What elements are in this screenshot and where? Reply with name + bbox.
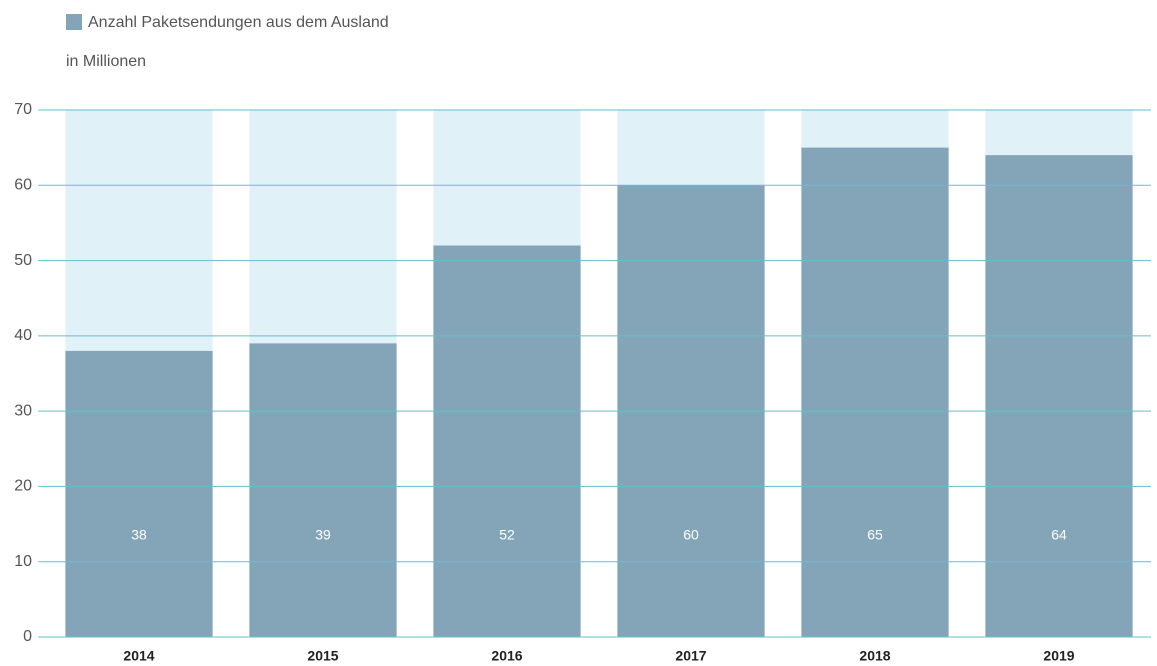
bar	[65, 350, 213, 637]
y-tick-label: 60	[14, 177, 32, 194]
x-tick-label: 2015	[307, 648, 338, 664]
data-label: 60	[683, 527, 699, 543]
y-tick-label: 70	[14, 101, 32, 118]
y-tick-label: 30	[14, 402, 32, 419]
x-tick-label: 2019	[1043, 648, 1074, 664]
y-tick-label: 40	[14, 327, 32, 344]
subtitle: in Millionen	[66, 53, 146, 70]
bar	[433, 245, 581, 637]
legend-swatch	[66, 14, 82, 30]
data-label: 39	[315, 527, 331, 543]
y-tick-label: 10	[14, 553, 32, 570]
bar	[985, 155, 1133, 637]
y-tick-label: 50	[14, 252, 32, 269]
legend-label: Anzahl Paketsendungen aus dem Ausland	[88, 14, 389, 31]
y-tick-label: 20	[14, 478, 32, 495]
data-label: 64	[1051, 527, 1067, 543]
x-tick-label: 2018	[859, 648, 890, 664]
data-label: 65	[867, 527, 883, 543]
x-tick-label: 2017	[675, 648, 706, 664]
data-label: 52	[499, 527, 515, 543]
x-tick-label: 2016	[491, 648, 522, 664]
x-tick-label: 2014	[123, 648, 154, 664]
y-tick-label: 0	[23, 628, 32, 645]
bar	[801, 147, 949, 637]
bar	[249, 343, 397, 637]
data-label: 38	[131, 527, 147, 543]
